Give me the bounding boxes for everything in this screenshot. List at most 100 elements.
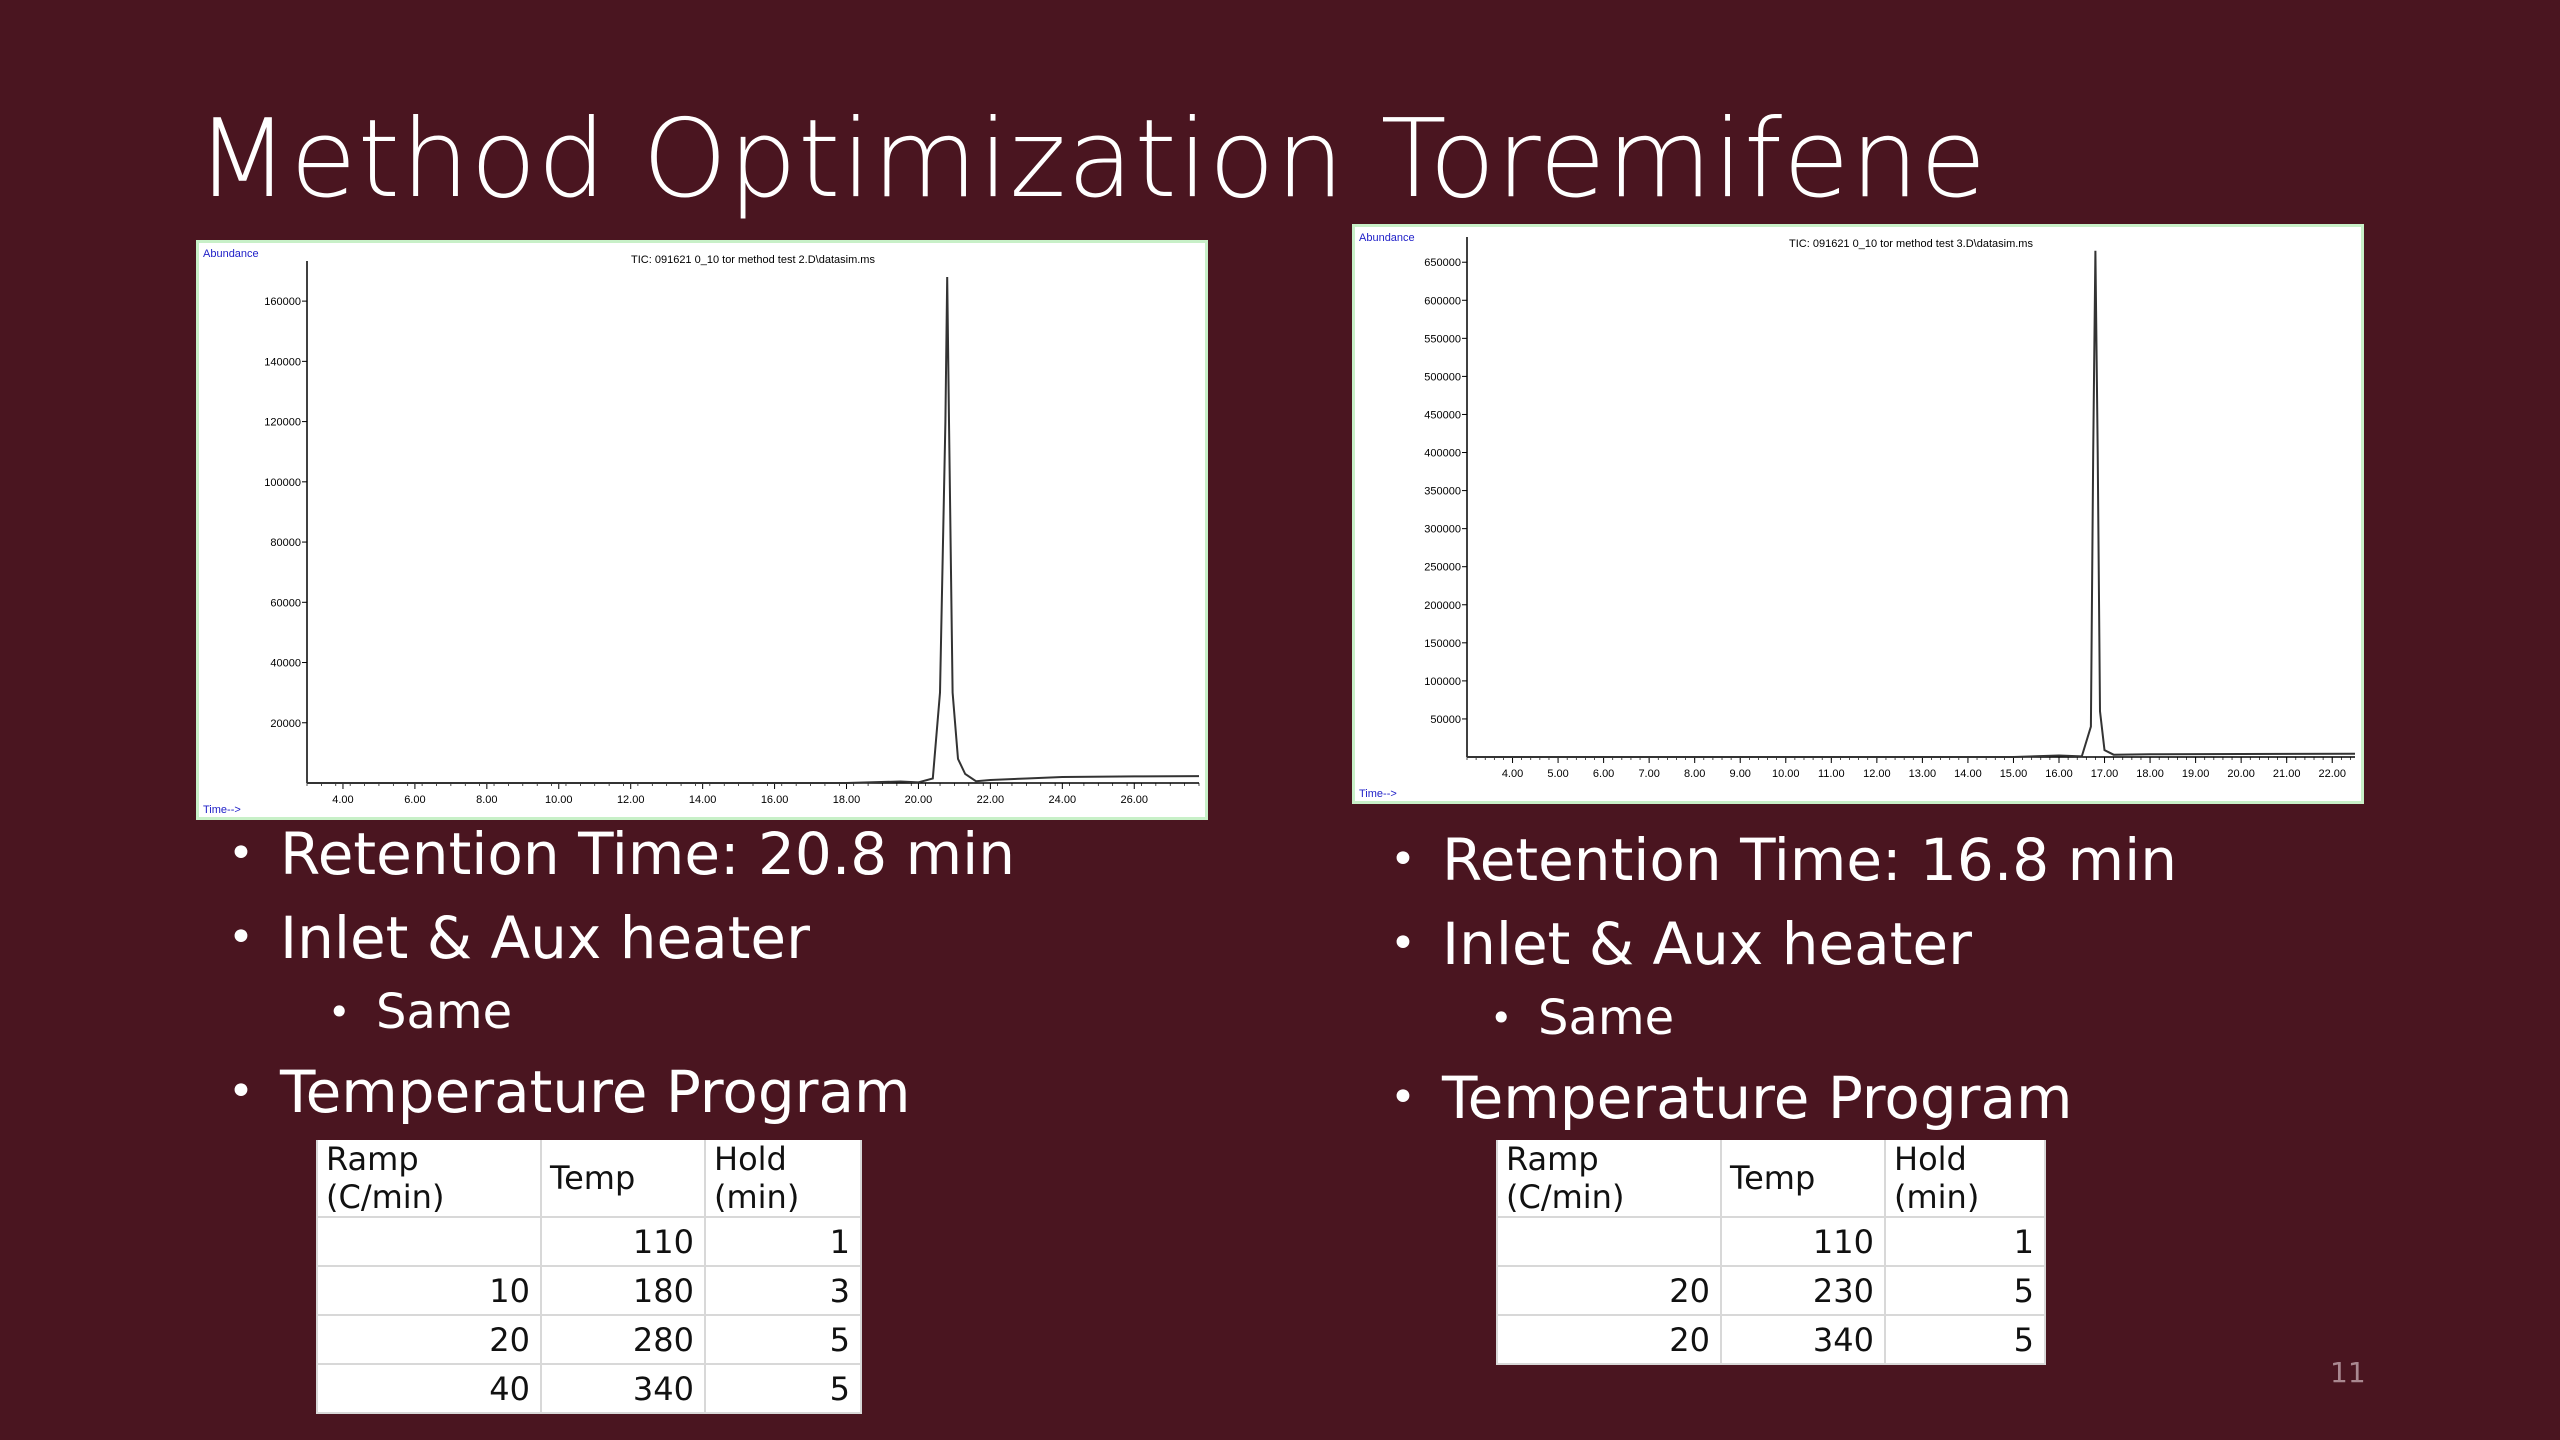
table-row: 10 180 3 <box>316 1265 862 1316</box>
y-tick-label: 450000 <box>1424 409 1461 421</box>
y-tick-label: 150000 <box>1424 638 1461 650</box>
chromatogram-trace-0 <box>1467 250 2356 758</box>
table-cell: 5 <box>1884 1265 2046 1316</box>
y-tick-label: 500000 <box>1424 371 1461 383</box>
x-tick-label: 16.00 <box>761 794 789 806</box>
table-header-ramp: Ramp (C/min) <box>316 1140 542 1218</box>
table-cell: 230 <box>1720 1265 1886 1316</box>
table-row: 40 340 5 <box>316 1363 862 1414</box>
table-header-temp: Temp <box>1720 1140 1886 1218</box>
x-tick-label: 4.00 <box>332 794 353 806</box>
x-tick-label: 6.00 <box>1593 768 1614 780</box>
left-bullet-list: Retention Time: 20.8 min Inlet & Aux hea… <box>228 812 1015 1134</box>
table-row: 110 1 <box>1496 1216 2046 1267</box>
table-cell: 280 <box>540 1314 706 1365</box>
x-tick-label: 14.00 <box>1954 768 1982 780</box>
x-tick-label: 21.00 <box>2273 768 2301 780</box>
page-number: 11 <box>2330 1356 2366 1389</box>
table-cell: 20 <box>1496 1314 1722 1365</box>
y-axis-label: Abundance <box>203 248 259 260</box>
y-tick-label: 40000 <box>270 658 301 670</box>
table-cell: 3 <box>704 1265 862 1316</box>
right-temperature-table: Ramp (C/min) Temp Hold (min) 110 1 20 23… <box>1496 1140 2046 1365</box>
y-tick-label: 250000 <box>1424 562 1461 574</box>
right-bullet-temperature-program: Temperature Program <box>1390 1056 2177 1140</box>
x-tick-label: 5.00 <box>1547 768 1568 780</box>
table-cell: 1 <box>1884 1216 2046 1267</box>
table-cell <box>1496 1216 1722 1267</box>
chromatogram-trace-0 <box>307 276 1200 784</box>
x-tick-label: 10.00 <box>545 794 573 806</box>
table-cell <box>316 1216 542 1267</box>
y-tick-label: 200000 <box>1424 600 1461 612</box>
x-tick-label: 22.00 <box>2318 768 2346 780</box>
x-tick-label: 26.00 <box>1120 794 1148 806</box>
x-tick-label: 17.00 <box>2091 768 2119 780</box>
table-cell: 1 <box>704 1216 862 1267</box>
x-tick-label: 15.00 <box>2000 768 2028 780</box>
slide-title: Method Optimization Toremifene <box>196 97 1988 222</box>
x-tick-label: 18.00 <box>2136 768 2164 780</box>
x-tick-label: 20.00 <box>905 794 933 806</box>
y-tick-label: 140000 <box>264 356 301 368</box>
table-row: 20 280 5 <box>316 1314 862 1365</box>
x-tick-label: 4.00 <box>1502 768 1523 780</box>
y-tick-label: 160000 <box>264 296 301 308</box>
y-tick-label: 120000 <box>264 417 301 429</box>
table-cell: 110 <box>540 1216 706 1267</box>
y-tick-label: 50000 <box>1430 714 1461 726</box>
y-tick-label: 350000 <box>1424 486 1461 498</box>
y-axis-label: Abundance <box>1359 232 1415 244</box>
table-row: 20 340 5 <box>1496 1314 2046 1365</box>
right-subbullet-same: Same <box>1390 986 2177 1056</box>
table-header-hold: Hold (min) <box>704 1140 862 1218</box>
x-tick-label: 13.00 <box>1909 768 1937 780</box>
table-cell: 340 <box>540 1363 706 1414</box>
chart-title: TIC: 091621 0_10 tor method test 2.D\dat… <box>631 254 875 266</box>
x-tick-label: 8.00 <box>1684 768 1705 780</box>
x-tick-label: 12.00 <box>617 794 645 806</box>
x-tick-label: 14.00 <box>689 794 717 806</box>
left-bullet-inlet-aux: Inlet & Aux heater <box>228 896 1015 980</box>
table-cell: 5 <box>704 1363 862 1414</box>
y-tick-label: 300000 <box>1424 524 1461 536</box>
y-tick-label: 100000 <box>1424 676 1461 688</box>
table-cell: 5 <box>1884 1314 2046 1365</box>
table-cell: 180 <box>540 1265 706 1316</box>
table-cell: 110 <box>1720 1216 1886 1267</box>
table-row: 110 1 <box>316 1216 862 1267</box>
chart-title: TIC: 091621 0_10 tor method test 3.D\dat… <box>1789 238 2033 250</box>
y-tick-label: 400000 <box>1424 448 1461 460</box>
right-bullet-inlet-aux: Inlet & Aux heater <box>1390 902 2177 986</box>
table-row: 20 230 5 <box>1496 1265 2046 1316</box>
table-header-temp: Temp <box>540 1140 706 1218</box>
left-bullet-retention-time: Retention Time: 20.8 min <box>228 812 1015 896</box>
x-tick-label: 6.00 <box>404 794 425 806</box>
table-header-row: Ramp (C/min) Temp Hold (min) <box>1496 1140 2046 1218</box>
right-bullet-list: Retention Time: 16.8 min Inlet & Aux hea… <box>1390 818 2177 1140</box>
table-cell: 10 <box>316 1265 542 1316</box>
table-header-ramp: Ramp (C/min) <box>1496 1140 1722 1218</box>
table-cell: 5 <box>704 1314 862 1365</box>
left-temperature-table: Ramp (C/min) Temp Hold (min) 110 1 10 18… <box>316 1140 862 1414</box>
left-bullet-temperature-program: Temperature Program <box>228 1050 1015 1134</box>
y-tick-label: 80000 <box>270 537 301 549</box>
y-tick-label: 20000 <box>270 718 301 730</box>
x-tick-label: 11.00 <box>1818 768 1845 780</box>
table-header-row: Ramp (C/min) Temp Hold (min) <box>316 1140 862 1218</box>
x-tick-label: 24.00 <box>1049 794 1077 806</box>
x-tick-label: 12.00 <box>1863 768 1891 780</box>
chromatogram-left-panel: Abundance Time--> TIC: 091621 0_10 tor met… <box>196 240 1208 820</box>
left-subbullet-same: Same <box>228 980 1015 1050</box>
table-cell: 40 <box>316 1363 542 1414</box>
right-bullet-retention-time: Retention Time: 16.8 min <box>1390 818 2177 902</box>
x-tick-label: 18.00 <box>833 794 861 806</box>
table-header-hold: Hold (min) <box>1884 1140 2046 1218</box>
x-axis-label: Time--> <box>1359 788 1397 800</box>
table-cell: 20 <box>316 1314 542 1365</box>
y-tick-label: 550000 <box>1424 333 1461 345</box>
x-tick-label: 9.00 <box>1730 768 1751 780</box>
table-cell: 20 <box>1496 1265 1722 1316</box>
y-tick-label: 650000 <box>1424 257 1461 269</box>
